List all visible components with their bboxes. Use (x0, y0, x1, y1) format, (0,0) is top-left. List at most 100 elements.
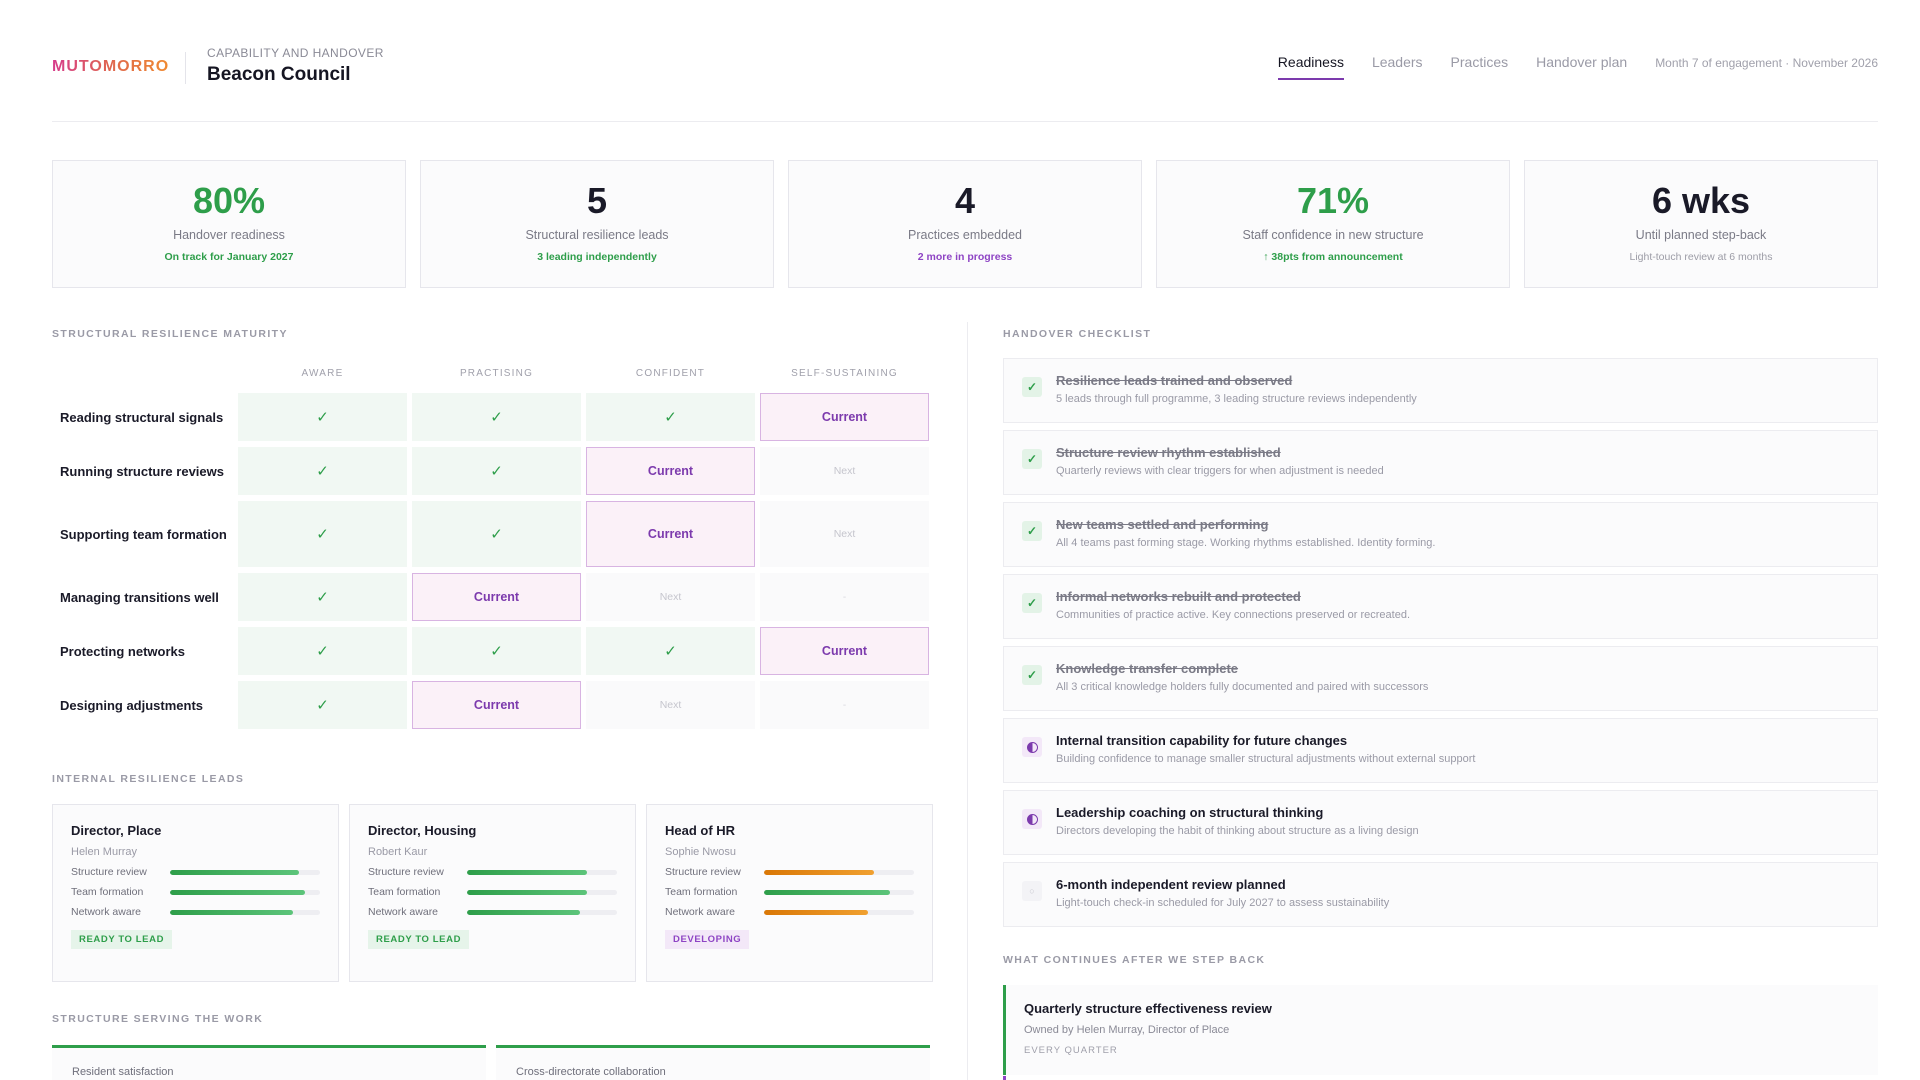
continue-card[interactable]: Quarterly structure effectiveness review… (1003, 985, 1878, 1075)
checklist-item[interactable]: Internal transition capability for futur… (1003, 718, 1878, 783)
skill-row: Team formation (368, 886, 617, 898)
checklist-item-description: Directors developing the habit of thinki… (1056, 825, 1419, 837)
continue-owner: Owned by Helen Murray, Director of Place (1024, 1024, 1230, 1036)
kpi-card-practices: 4 Practices embedded 2 more in progress (788, 160, 1142, 288)
continue-card-next-accent (1003, 1076, 1006, 1080)
checkmark-icon: ✓ (1022, 521, 1042, 541)
half-circle-icon (1022, 737, 1042, 757)
handover-checklist: ✓ Resilience leads trained and observed 5 … (1003, 358, 1878, 934)
checkmark-icon: ✓ (1022, 377, 1042, 397)
maturity-cell-current[interactable]: Current (586, 501, 755, 567)
skill-label: Team formation (71, 886, 144, 898)
lead-card[interactable]: Director, Housing Robert Kaur Structure re… (349, 804, 636, 982)
checklist-item[interactable]: ✓ Resilience leads trained and observed 5 … (1003, 358, 1878, 423)
skill-bar-track (467, 889, 617, 895)
checklist-item-title: Informal networks rebuilt and protected (1056, 589, 1301, 604)
checkmark-icon: ✓ (1022, 449, 1042, 469)
maturity-cell-next: Next (760, 501, 929, 567)
tab-practices[interactable]: Practices (1450, 54, 1509, 70)
lead-role: Director, Place (71, 823, 162, 838)
maturity-row: Protecting networks ✓ ✓ ✓ Current (52, 627, 930, 675)
kpi-sub: Light-touch review at 6 months (1629, 251, 1773, 263)
skill-bar-track (170, 869, 320, 875)
maturity-cell-current[interactable]: Current (760, 627, 929, 675)
checklist-item-description: All 3 critical knowledge holders fully d… (1056, 681, 1429, 693)
kpi-sub: 2 more in progress (917, 251, 1013, 263)
maturity-row-label: Protecting networks (60, 643, 185, 659)
skill-bar-track (467, 909, 617, 915)
maturity-row-label: Reading structural signals (60, 409, 224, 425)
kpi-label: Practices embedded (908, 228, 1022, 242)
maturity-column-header: SELF-SUSTAINING (791, 368, 898, 379)
lead-card[interactable]: Director, Place Helen Murray Structure rev… (52, 804, 339, 982)
check-icon: ✓ (412, 393, 581, 441)
column-divider (967, 322, 968, 1080)
skill-bar-track (467, 869, 617, 875)
maturity-row-label: Running structure reviews (60, 463, 224, 479)
skill-bar-track (764, 869, 914, 875)
lead-name: Robert Kaur (368, 846, 428, 858)
skill-row: Structure review (665, 866, 914, 878)
lead-card[interactable]: Head of HR Sophie Nwosu Structure review Te… (646, 804, 933, 982)
skill-label: Network aware (71, 906, 142, 918)
check-icon: ✓ (586, 393, 755, 441)
lead-name: Sophie Nwosu (665, 846, 736, 858)
continue-frequency: EVERY QUARTER (1024, 1045, 1118, 1056)
empty-circle-icon: ○ (1022, 881, 1042, 901)
checklist-item[interactable]: ✓ Knowledge transfer complete All 3 critic… (1003, 646, 1878, 711)
checklist-item[interactable]: Leadership coaching on structural thinki… (1003, 790, 1878, 855)
check-icon: ✓ (412, 501, 581, 567)
maturity-cell-current[interactable]: Current (760, 393, 929, 441)
checklist-item[interactable]: ○ 6-month independent review planned Light… (1003, 862, 1878, 927)
serving-section-title: STRUCTURE SERVING THE WORK (52, 1013, 264, 1025)
kpi-sub: On track for January 2027 (164, 251, 294, 263)
skill-bar-fill (764, 869, 874, 875)
maturity-cell-next: Next (760, 447, 929, 495)
checklist-item-title: Resilience leads trained and observed (1056, 373, 1293, 388)
skill-bar-track (170, 889, 320, 895)
checkmark-icon: ✓ (1022, 593, 1042, 613)
checklist-item[interactable]: ✓ Informal networks rebuilt and protected… (1003, 574, 1878, 639)
serve-card-resident-satisfaction[interactable]: Resident satisfaction (52, 1045, 486, 1080)
maturity-row-label: Managing transitions well (60, 589, 219, 605)
checklist-item-description: 5 leads through full programme, 3 leadin… (1056, 393, 1417, 405)
tab-readiness[interactable]: Readiness (1277, 54, 1344, 80)
check-icon: ✓ (238, 393, 407, 441)
skill-bar-fill (467, 889, 587, 895)
header-divider (185, 52, 186, 84)
maturity-column-header: PRACTISING (459, 368, 534, 379)
maturity-cell-current[interactable]: Current (412, 573, 581, 621)
checklist-item-title: New teams settled and performing (1056, 517, 1269, 532)
tab-handover-plan[interactable]: Handover plan (1536, 54, 1628, 70)
kpi-row: 80% Handover readiness On track for Janu… (52, 160, 1878, 288)
status-badge: READY TO LEAD (71, 930, 173, 949)
skill-bar-fill (170, 889, 305, 895)
maturity-cell-next: Next (586, 573, 755, 621)
maturity-cell-empty: - (760, 573, 929, 621)
maturity-row: Designing adjustments ✓ Current Next - (52, 681, 930, 729)
app-header: MUTOMORRO CAPABILITY AND HANDOVER Beacon… (52, 40, 1878, 122)
kpi-card-step-back: 6 wks Until planned step-back Light-touc… (1524, 160, 1878, 288)
check-icon: ✓ (586, 627, 755, 675)
check-icon: ✓ (412, 447, 581, 495)
main-nav: Readiness Leaders Practices Handover pla… (1277, 54, 1878, 80)
maturity-cell-current[interactable]: Current (412, 681, 581, 729)
checkmark-icon: ✓ (1022, 665, 1042, 685)
checklist-item-description: Building confidence to manage smaller st… (1056, 753, 1476, 765)
kpi-value: 80% (192, 180, 266, 221)
checklist-item[interactable]: ✓ New teams settled and performing All 4 t… (1003, 502, 1878, 567)
brand-logo[interactable]: MUTOMORRO (52, 58, 170, 75)
continues-section-title: WHAT CONTINUES AFTER WE STEP BACK (1003, 954, 1266, 966)
maturity-cell-next: Next (586, 681, 755, 729)
checklist-item-title: Knowledge transfer complete (1056, 661, 1239, 676)
checklist-item[interactable]: ✓ Structure review rhythm established Quar… (1003, 430, 1878, 495)
kpi-label: Handover readiness (173, 228, 285, 242)
tab-leaders[interactable]: Leaders (1371, 54, 1423, 70)
maturity-cell-current[interactable]: Current (586, 447, 755, 495)
serve-card-cross-directorate[interactable]: Cross-directorate collaboration (496, 1045, 930, 1080)
kpi-value: 71% (1296, 180, 1370, 221)
check-icon: ✓ (412, 627, 581, 675)
skill-row: Network aware (71, 906, 320, 918)
skill-bar-fill (170, 909, 293, 915)
kpi-label: Until planned step-back (1635, 228, 1767, 242)
